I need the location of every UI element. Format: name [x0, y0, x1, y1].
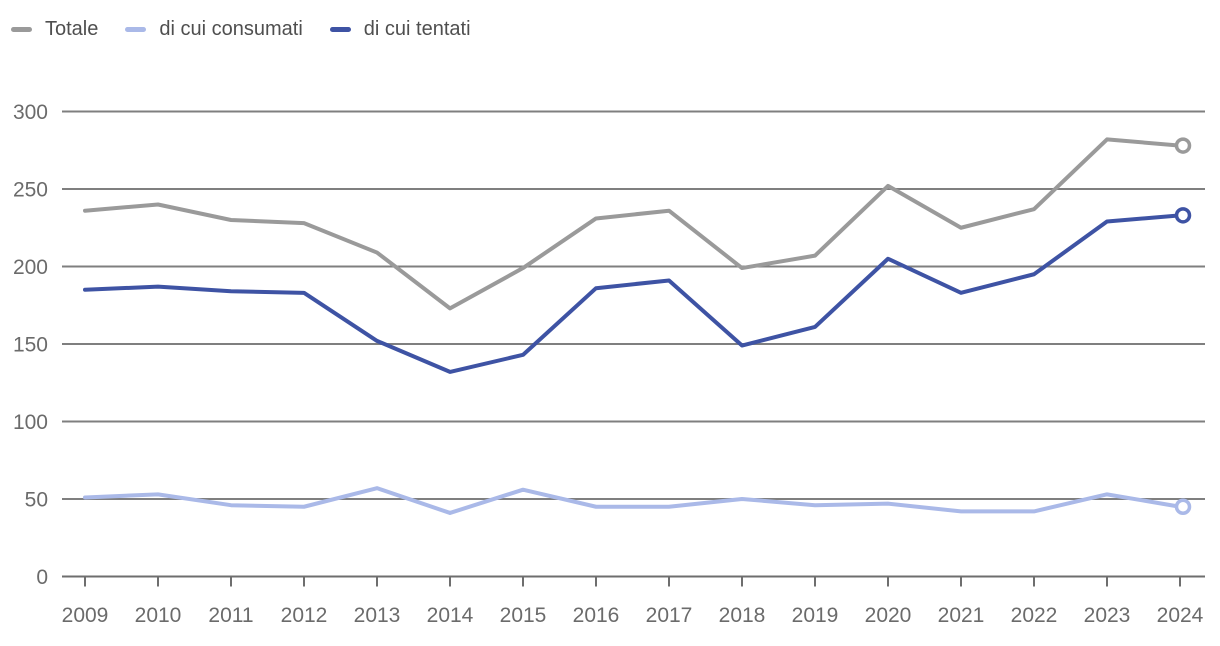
legend-label-tentati: di cui tentati: [363, 18, 471, 40]
legend-item-consumati: di cui consumati: [125, 18, 303, 41]
legend-item-totale: Totale: [11, 18, 98, 41]
legend-swatch-tentati: [329, 27, 351, 32]
x-axis-label-2016: 2016: [573, 604, 620, 627]
legend-item-tentati: di cui tentati: [329, 18, 471, 41]
x-axis-label-2015: 2015: [500, 604, 547, 627]
x-axis-label-2023: 2023: [1084, 604, 1131, 627]
y-axis-label-50: 50: [25, 489, 48, 512]
y-axis-label-100: 100: [13, 411, 48, 434]
y-axis-label-300: 300: [13, 101, 48, 124]
series-line-di-cui-consumati: [83, 486, 1182, 515]
legend-label-consumati: di cui consumati: [159, 18, 303, 40]
series-line-di-cui-tentati: [83, 213, 1182, 374]
x-axis-label-2020: 2020: [865, 604, 912, 627]
legend-swatch-totale: [11, 27, 32, 32]
x-axis-label-2013: 2013: [354, 604, 401, 627]
legend-label-totale: Totale: [45, 18, 99, 40]
x-axis-label-2024: 2024: [1157, 604, 1204, 627]
y-axis-label-250: 250: [13, 179, 48, 202]
legend-swatch-consumati: [125, 27, 147, 32]
x-axis-label-2022: 2022: [1011, 604, 1058, 627]
series-end-marker-di-cui-consumati: [1174, 498, 1192, 515]
y-axis-label-200: 200: [13, 256, 48, 279]
chart-legend: Totale di cui consumati di cui tentati: [11, 18, 471, 41]
x-axis-label-2014: 2014: [427, 604, 474, 627]
y-axis-label-0: 0: [36, 566, 48, 589]
x-axis-label-2011: 2011: [208, 604, 253, 627]
x-axis-label-2010: 2010: [135, 604, 182, 627]
series-end-marker-di-cui-tentati: [1174, 207, 1192, 224]
x-axis-label-2021: 2021: [938, 604, 985, 627]
x-axis-label-2017: 2017: [646, 604, 693, 627]
x-axis-label-2012: 2012: [281, 604, 328, 627]
y-axis-label-150: 150: [13, 334, 48, 357]
x-axis-label-2009: 2009: [62, 604, 109, 627]
x-axis-label-2018: 2018: [719, 604, 766, 627]
x-axis-label-2019: 2019: [792, 604, 839, 627]
series-end-marker-totale: [1174, 137, 1192, 154]
series-line-totale: [83, 137, 1182, 311]
